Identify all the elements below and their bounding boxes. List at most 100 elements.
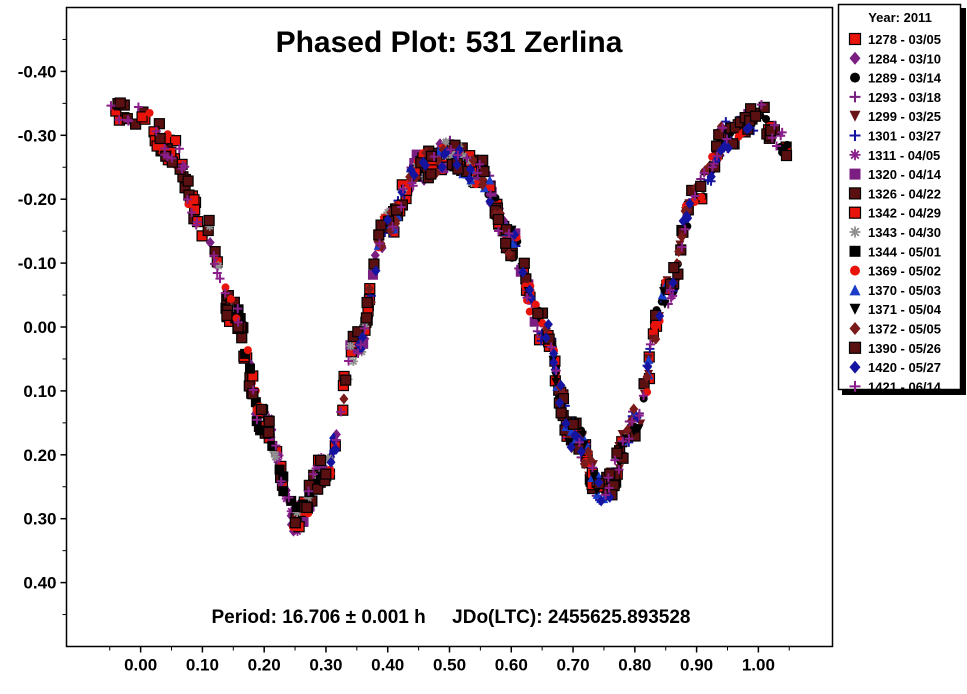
data-point <box>749 110 762 122</box>
data-point <box>203 214 215 227</box>
data-point <box>360 312 373 324</box>
data-point <box>532 307 544 320</box>
data-point <box>697 193 706 202</box>
data-point <box>452 159 462 171</box>
data-point <box>339 393 349 405</box>
data-point <box>643 361 653 373</box>
data-point <box>336 407 346 417</box>
legend-label: 1420 - 05/27 <box>868 360 941 375</box>
data-point <box>292 507 302 517</box>
data-point <box>154 132 166 145</box>
data-points-layer <box>106 97 793 537</box>
data-point <box>555 407 567 419</box>
plot-area-frame <box>65 6 834 648</box>
data-point <box>331 443 341 455</box>
legend-marker <box>849 226 861 238</box>
data-point <box>532 326 542 336</box>
data-point <box>594 476 604 488</box>
x-tick-label: 0.60 <box>495 656 528 675</box>
data-point <box>163 130 172 139</box>
data-point <box>485 189 495 199</box>
data-point <box>174 144 184 154</box>
data-point <box>205 221 215 231</box>
data-point <box>680 224 690 234</box>
data-point <box>284 493 294 503</box>
x-tick-label: 0.50 <box>433 656 466 675</box>
data-point <box>221 309 233 321</box>
legend-label: 1369 - 05/02 <box>868 264 941 279</box>
data-point <box>634 424 644 434</box>
data-point <box>356 340 366 350</box>
data-point <box>233 317 243 327</box>
data-point <box>742 123 752 135</box>
data-point <box>475 159 485 169</box>
legend-marker <box>848 341 862 354</box>
data-point <box>240 348 251 359</box>
data-point <box>777 127 787 137</box>
x-tick-label: 0.10 <box>186 656 219 675</box>
x-tick-label: 0.90 <box>680 656 713 675</box>
data-point <box>396 202 406 212</box>
data-point <box>370 249 380 261</box>
legend-marker <box>849 245 861 257</box>
data-point <box>429 152 439 162</box>
data-point <box>610 455 620 465</box>
data-point <box>586 454 596 466</box>
data-point <box>388 222 398 232</box>
legend-label: 1301 - 03/27 <box>868 129 941 144</box>
data-point <box>210 259 220 269</box>
data-point <box>706 171 716 183</box>
data-point <box>383 214 393 226</box>
legend-items: 1278 - 03/05 1284 - 03/10 1289 - 03/14 1293… <box>848 32 942 394</box>
legend-title: Year: 2011 <box>868 10 932 25</box>
data-point <box>212 268 222 278</box>
data-point <box>634 411 644 421</box>
data-point <box>301 501 313 514</box>
data-point <box>645 339 655 349</box>
data-point <box>561 417 571 429</box>
legend-label: 1311 - 04/05 <box>868 148 940 163</box>
data-point <box>538 318 547 327</box>
data-point <box>276 476 286 486</box>
legend-label: 1342 - 04/29 <box>868 206 941 221</box>
data-point <box>348 356 358 366</box>
data-point <box>762 114 771 123</box>
data-point <box>546 342 556 352</box>
data-point <box>192 217 202 227</box>
legend-marker <box>849 380 861 392</box>
data-point <box>182 175 194 187</box>
data-point <box>274 464 285 475</box>
data-point <box>589 470 599 480</box>
data-point <box>453 150 463 160</box>
data-point <box>758 101 770 113</box>
data-point <box>583 446 593 458</box>
data-point <box>518 266 528 278</box>
data-point <box>617 430 627 440</box>
data-point <box>221 283 230 292</box>
data-point <box>478 165 490 178</box>
data-point <box>756 100 766 110</box>
data-point <box>555 397 565 409</box>
data-point <box>278 471 289 482</box>
y-tick-label: -0.20 <box>18 190 57 209</box>
legend-marker <box>849 149 861 161</box>
data-point <box>371 265 381 277</box>
data-point <box>236 332 248 344</box>
data-point <box>308 469 318 479</box>
data-point <box>286 495 297 506</box>
data-point <box>123 116 133 126</box>
data-point <box>682 210 692 222</box>
data-point <box>458 151 468 161</box>
data-point <box>220 288 230 298</box>
data-point <box>769 120 779 130</box>
data-point <box>274 450 284 460</box>
legend-label: 1370 - 05/03 <box>868 283 941 298</box>
data-point <box>677 242 687 252</box>
data-point <box>289 517 301 529</box>
legend-label: 1390 - 05/26 <box>868 341 941 356</box>
data-point <box>326 456 336 468</box>
data-point <box>712 151 722 161</box>
data-point <box>690 191 700 201</box>
data-point <box>567 418 579 430</box>
data-point <box>722 134 732 144</box>
